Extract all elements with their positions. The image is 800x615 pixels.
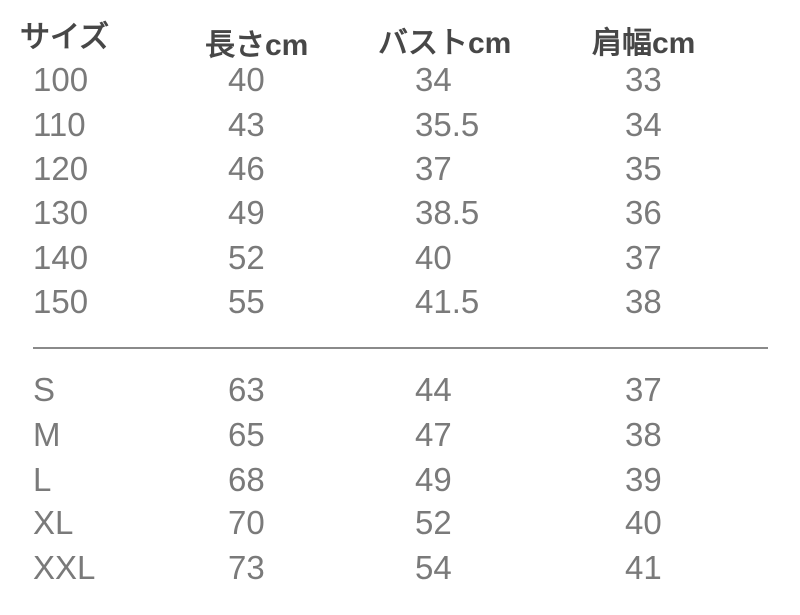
header-shoulder: 肩幅cm — [592, 27, 696, 60]
cell-size: XXL — [33, 549, 96, 586]
cell-shoulder: 36 — [625, 194, 662, 231]
cell-length: 70 — [228, 504, 265, 541]
cell-shoulder: 38 — [625, 283, 662, 320]
cell-shoulder: 35 — [625, 150, 662, 187]
cell-size: 130 — [33, 194, 89, 231]
cell-bust: 40 — [415, 239, 452, 276]
cell-length: 63 — [228, 371, 265, 408]
cell-size: 100 — [33, 61, 89, 98]
cell-length: 46 — [228, 150, 265, 187]
cell-bust: 49 — [415, 461, 452, 498]
cell-length: 49 — [228, 194, 265, 231]
cell-size: 120 — [33, 150, 89, 187]
cell-size: 110 — [33, 106, 86, 143]
section-divider — [33, 347, 768, 349]
cell-size: M — [33, 416, 61, 453]
cell-size: S — [33, 371, 56, 408]
cell-length: 55 — [228, 283, 265, 320]
cell-bust: 52 — [415, 504, 452, 541]
cell-bust: 35.5 — [415, 106, 480, 143]
header-bust: バストcm — [378, 27, 512, 60]
header-size: サイズ — [20, 21, 110, 54]
cell-shoulder: 34 — [625, 106, 662, 143]
cell-length: 73 — [228, 549, 265, 586]
cell-shoulder: 38 — [625, 416, 662, 453]
cell-shoulder: 41 — [625, 549, 662, 586]
cell-shoulder: 33 — [625, 61, 662, 98]
cell-bust: 47 — [415, 416, 452, 453]
cell-size: L — [33, 461, 52, 498]
cell-bust: 37 — [415, 150, 452, 187]
cell-bust: 34 — [415, 61, 452, 98]
cell-length: 43 — [228, 106, 265, 143]
cell-length: 68 — [228, 461, 265, 498]
cell-size: XL — [33, 504, 74, 541]
cell-length: 65 — [228, 416, 265, 453]
cell-length: 52 — [228, 239, 265, 276]
cell-shoulder: 40 — [625, 504, 662, 541]
cell-bust: 54 — [415, 549, 452, 586]
cell-bust: 44 — [415, 371, 452, 408]
cell-shoulder: 37 — [625, 371, 662, 408]
header-length: 長さcm — [205, 29, 309, 62]
cell-length: 40 — [228, 61, 265, 98]
cell-bust: 38.5 — [415, 194, 480, 231]
cell-size: 140 — [33, 239, 89, 276]
cell-shoulder: 39 — [625, 461, 662, 498]
cell-bust: 41.5 — [415, 283, 480, 320]
cell-size: 150 — [33, 283, 89, 320]
cell-shoulder: 37 — [625, 239, 662, 276]
